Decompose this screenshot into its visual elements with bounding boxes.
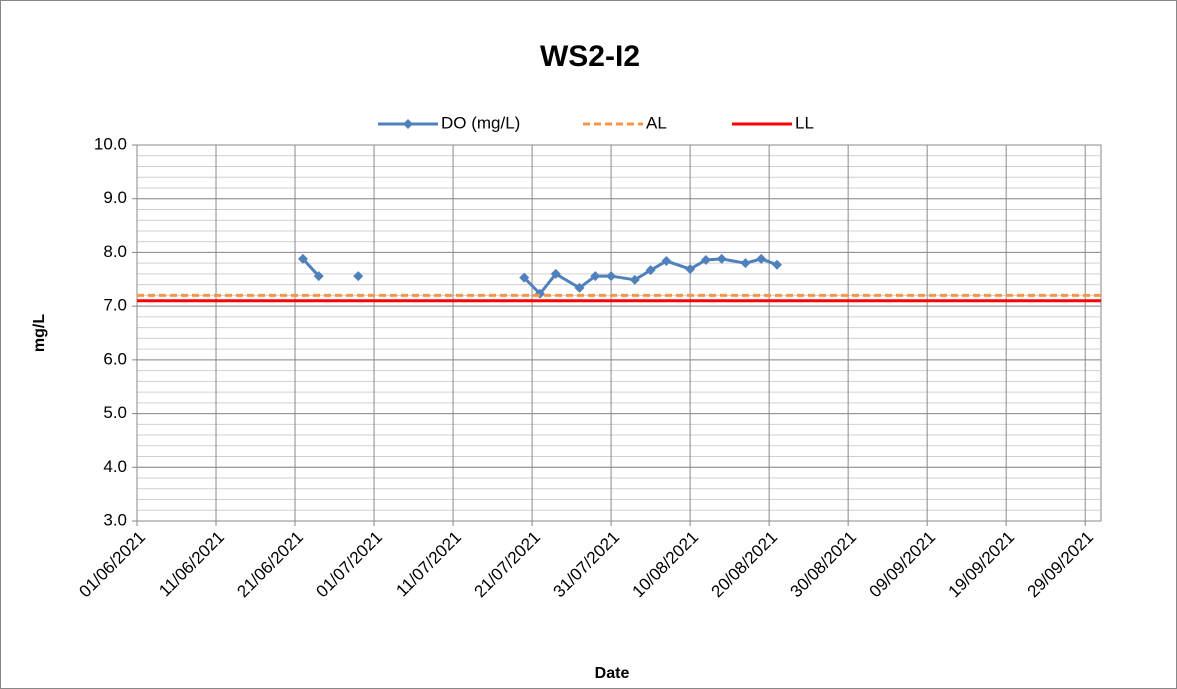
data-point (772, 259, 783, 270)
y-tick-label: 7.0 (103, 296, 127, 315)
legend-marker (403, 119, 413, 129)
legend-label: DO (mg/L) (441, 113, 520, 132)
data-point (606, 271, 617, 282)
y-tick-label: 10.0 (94, 134, 127, 153)
data-point (353, 271, 364, 282)
y-tick-label: 3.0 (103, 510, 127, 529)
legend-label: AL (646, 113, 667, 132)
data-point (645, 265, 656, 276)
y-tick-label: 9.0 (103, 188, 127, 207)
plot-area (136, 144, 1102, 522)
y-tick-label: 5.0 (103, 403, 127, 422)
y-tick-label: 6.0 (103, 349, 127, 368)
y-tick-label: 8.0 (103, 242, 127, 261)
data-point (685, 264, 696, 275)
data-point (629, 274, 640, 285)
legend-label: LL (795, 113, 814, 132)
data-point (313, 271, 324, 282)
data-point (574, 282, 585, 293)
data-point (519, 272, 530, 283)
y-tick-label: 4.0 (103, 457, 127, 476)
data-point (716, 253, 727, 264)
data-point (297, 253, 308, 264)
y-axis-label: mg/L (31, 314, 48, 352)
data-point (590, 271, 601, 282)
chart-title: WS2-I2 (540, 40, 640, 73)
data-point (756, 253, 767, 264)
data-point (550, 268, 561, 279)
data-point (661, 256, 672, 267)
data-point (700, 254, 711, 265)
x-axis-label: Date (595, 665, 630, 682)
data-point (740, 258, 751, 269)
